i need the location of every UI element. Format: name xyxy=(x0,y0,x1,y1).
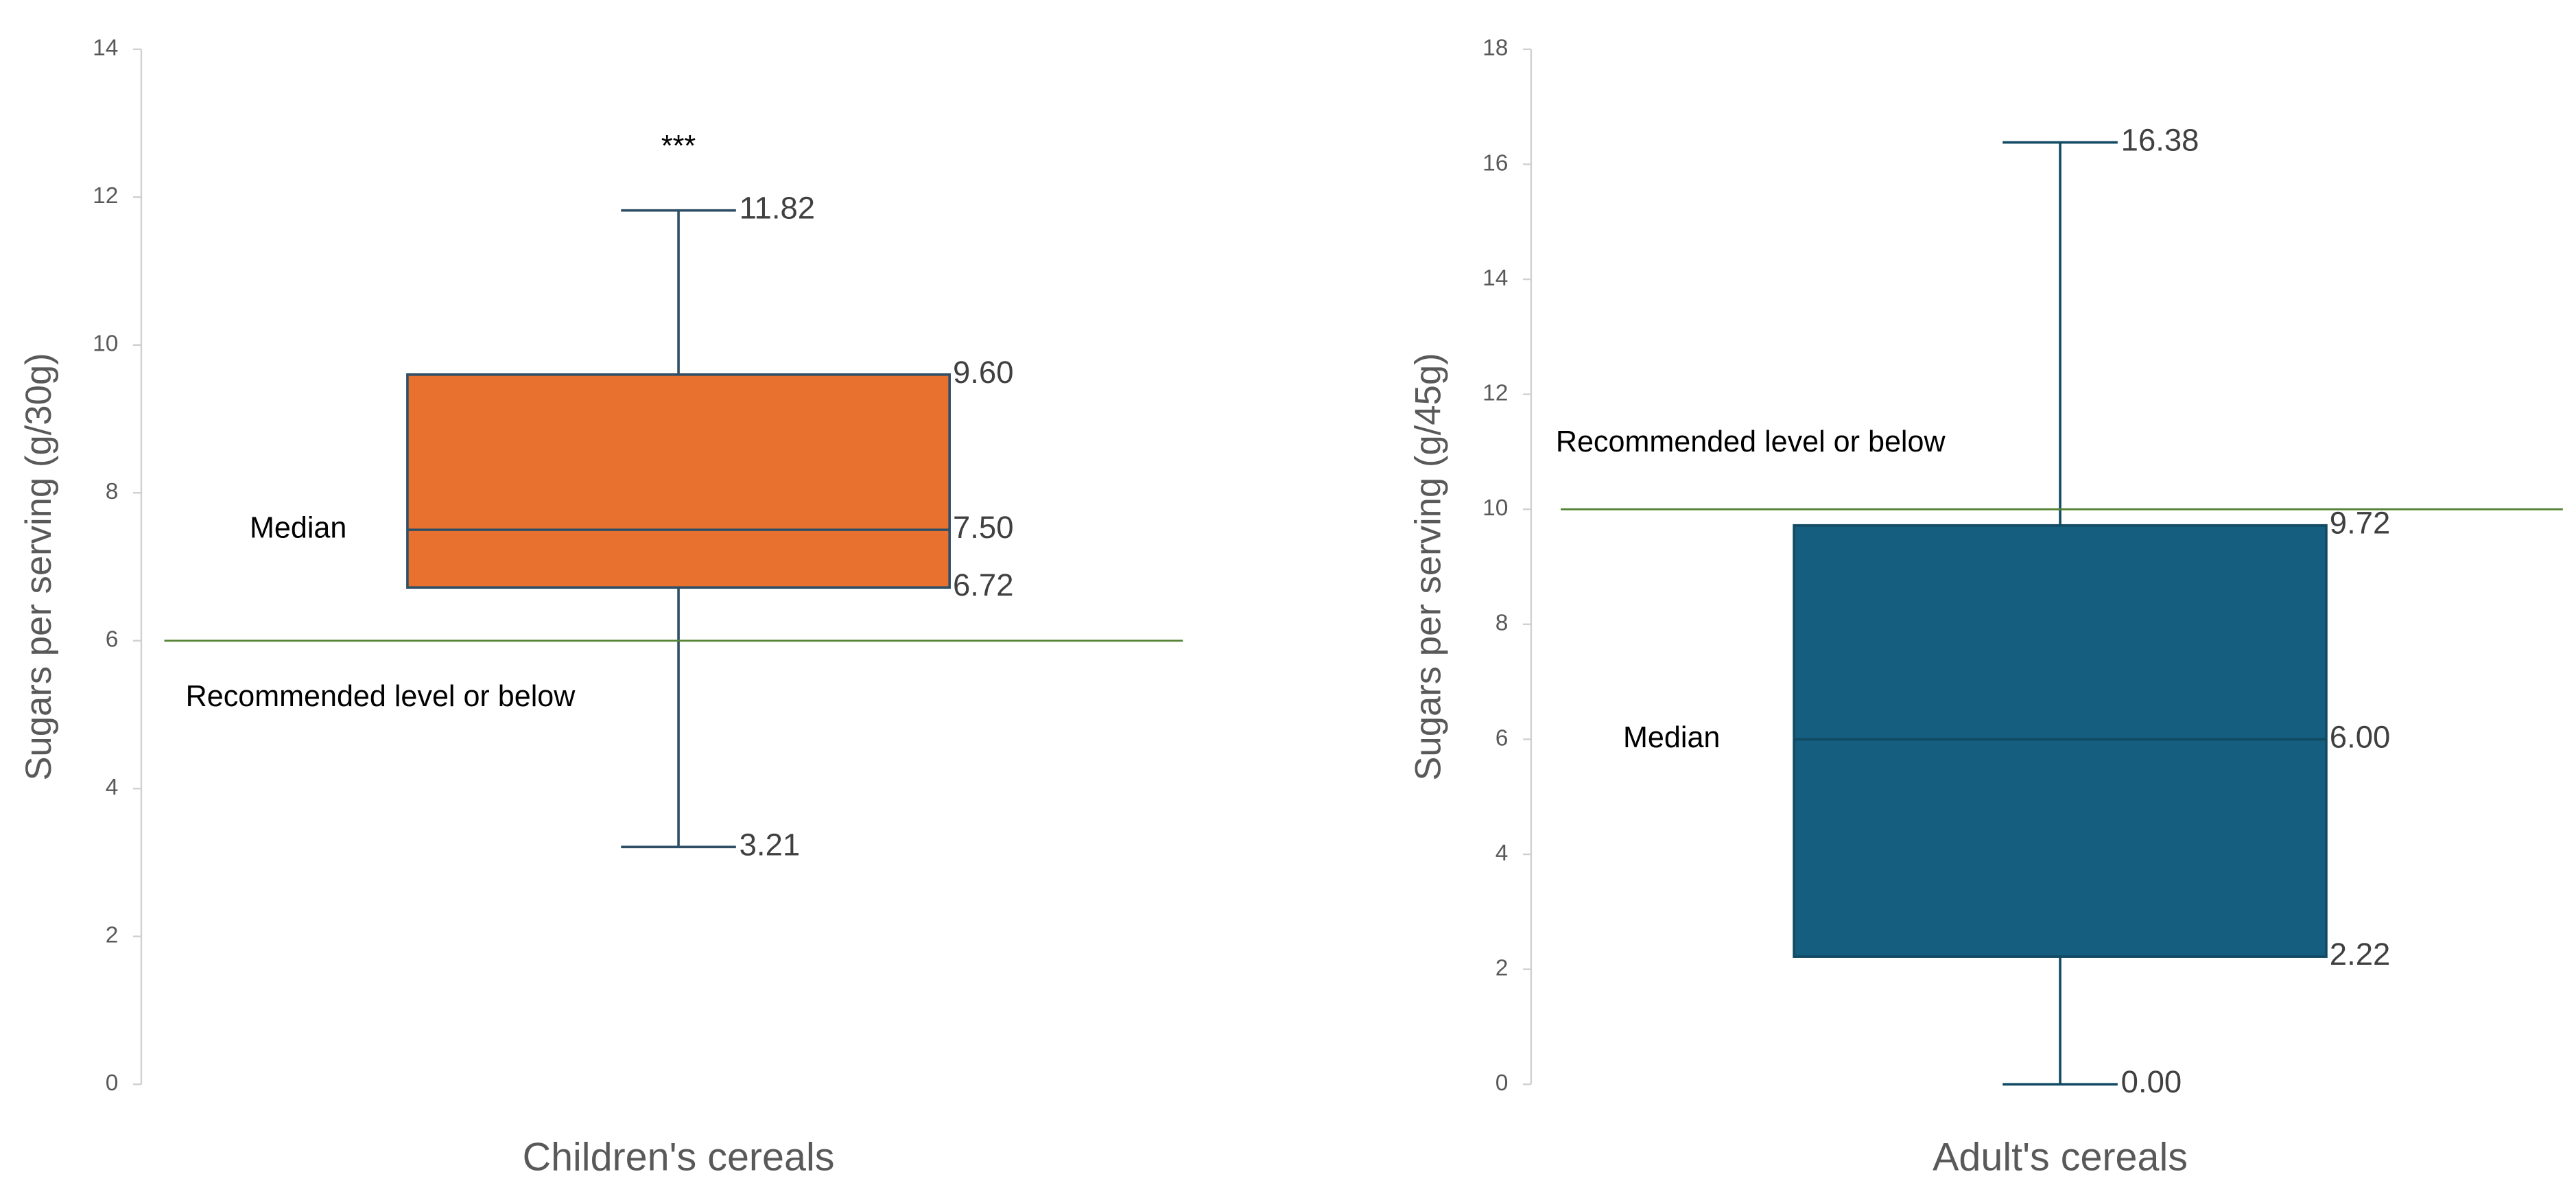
box xyxy=(406,373,951,589)
y-tick-label: 10 xyxy=(93,331,118,357)
y-tick-label: 0 xyxy=(106,1070,119,1096)
y-tick-label: 16 xyxy=(1482,150,1508,176)
data-label: 9.72 xyxy=(2330,506,2391,541)
y-tick-label: 0 xyxy=(1496,1070,1509,1096)
y-tick-label: 2 xyxy=(106,923,119,948)
reference-label: Recommended level or below xyxy=(1556,425,1946,458)
data-label: 6.00 xyxy=(2330,719,2391,754)
y-tick-label: 14 xyxy=(1482,266,1508,291)
data-label: 7.50 xyxy=(953,510,1014,545)
y-tick-label: 14 xyxy=(93,36,118,61)
reference-label: Recommended level or below xyxy=(186,680,576,713)
y-tick-label: 4 xyxy=(1496,841,1509,866)
annotation: *** xyxy=(661,130,696,163)
y-axis-label: Sugars per serving (g/30g) xyxy=(19,353,59,780)
y-tick-label: 2 xyxy=(1496,955,1509,981)
y-tick-label: 6 xyxy=(1496,725,1509,751)
y-tick-label: 8 xyxy=(1496,611,1509,636)
x-tick-label: Adult's cereals xyxy=(1933,1136,2188,1180)
y-tick-label: 8 xyxy=(106,479,119,504)
data-label: 11.82 xyxy=(740,191,815,226)
data-label: 3.21 xyxy=(740,827,801,862)
x-tick-label: Children's cereals xyxy=(523,1136,835,1180)
box xyxy=(1793,524,2328,958)
data-label: 9.60 xyxy=(953,355,1014,390)
data-label: 0.00 xyxy=(2121,1064,2182,1099)
y-tick-label: 18 xyxy=(1482,36,1508,61)
y-tick-label: 6 xyxy=(106,627,119,653)
y-tick-label: 12 xyxy=(1482,380,1508,406)
data-label: 16.38 xyxy=(2121,123,2199,158)
y-tick-label: 12 xyxy=(93,183,118,209)
data-label: 6.72 xyxy=(953,567,1014,602)
median-label: Median xyxy=(1623,721,1720,754)
y-tick-label: 10 xyxy=(1482,495,1508,521)
median-label: Median xyxy=(250,512,346,545)
y-tick-label: 4 xyxy=(106,775,119,800)
y-axis-label: Sugars per serving (g/45g) xyxy=(1408,353,1449,780)
data-label: 2.22 xyxy=(2330,937,2391,972)
